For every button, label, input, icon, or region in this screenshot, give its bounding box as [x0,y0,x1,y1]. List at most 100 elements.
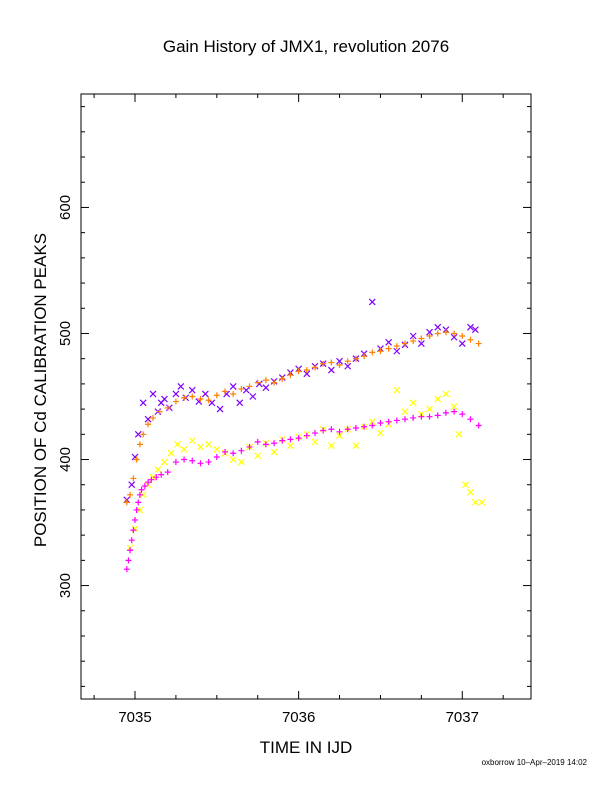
data-point [136,441,143,448]
data-point [238,385,245,392]
data-point [140,431,147,438]
data-point [402,416,408,423]
data-point [426,405,433,413]
data-point [336,357,343,365]
data-point [213,454,220,460]
data-point [139,491,147,499]
data-point [164,469,171,476]
data-point [134,430,142,438]
data-point [145,421,152,428]
data-point [442,329,449,336]
data-point [328,359,335,366]
data-point [352,442,360,450]
data-point [127,547,134,554]
data-point [254,452,262,460]
data-point [344,426,351,433]
data-point [128,481,136,489]
y-tick-label: 500 [57,321,74,346]
x-tick-label: 7037 [446,709,479,726]
data-point [125,557,132,564]
series-3 [126,386,486,552]
data-point [393,386,401,394]
data-point [136,506,144,514]
data-point [128,537,135,544]
data-point [271,379,278,386]
data-point [451,330,458,337]
data-point [467,416,474,423]
data-point [409,332,417,340]
data-point [385,345,392,352]
data-point [385,338,393,346]
data-point [181,456,188,463]
data-point [205,459,212,466]
data-point [130,527,137,534]
data-point [450,333,458,341]
data-point [295,435,302,442]
data-point [442,409,449,416]
data-point [393,343,400,350]
data-point [246,443,253,450]
data-point [201,390,209,398]
data-point [402,340,408,347]
data-point [327,442,335,450]
data-point [458,340,466,347]
plot-frame [80,93,532,700]
data-point [172,459,179,466]
data-point [434,330,441,337]
data-point [181,394,188,401]
data-point [450,403,458,411]
data-point [361,353,368,360]
data-point [352,425,359,432]
data-point [139,399,147,407]
data-point [320,360,327,367]
data-point [262,377,269,384]
data-point [262,441,269,448]
data-point [368,418,376,426]
data-point [188,437,196,445]
data-point [471,498,479,506]
data-point [327,366,335,374]
data-point [177,382,185,390]
series-1 [123,298,479,504]
data-point [136,491,143,498]
data-point [145,479,152,486]
data-point [328,426,335,433]
y-tick-label: 600 [57,195,74,220]
data-point [167,449,175,457]
data-point [133,506,140,513]
data-point [237,458,245,466]
data-point [279,437,286,444]
data-point [180,446,188,453]
data-point [451,408,458,415]
data-point [161,458,168,466]
data-point [336,361,343,368]
data-point [254,438,261,445]
data-point [287,436,294,443]
data-point [287,442,294,450]
data-point [141,482,148,489]
data-point [164,404,171,411]
data-point [148,476,155,483]
data-point [254,379,261,386]
data-point [230,450,237,457]
data-point [246,383,253,390]
data-point [213,392,220,399]
data-point [229,456,237,463]
data-point [135,499,142,506]
data-point [189,457,196,464]
data-point [270,448,278,456]
data-point [205,440,213,448]
data-point [418,413,425,420]
data-point [172,398,179,405]
data-point [434,323,442,331]
data-point [197,460,204,467]
data-point [361,423,368,430]
data-point [410,338,417,345]
data-point [344,362,352,370]
data-point [368,298,376,306]
data-points [123,298,486,573]
data-point [410,414,417,421]
data-point [303,367,310,374]
data-point [426,328,433,336]
